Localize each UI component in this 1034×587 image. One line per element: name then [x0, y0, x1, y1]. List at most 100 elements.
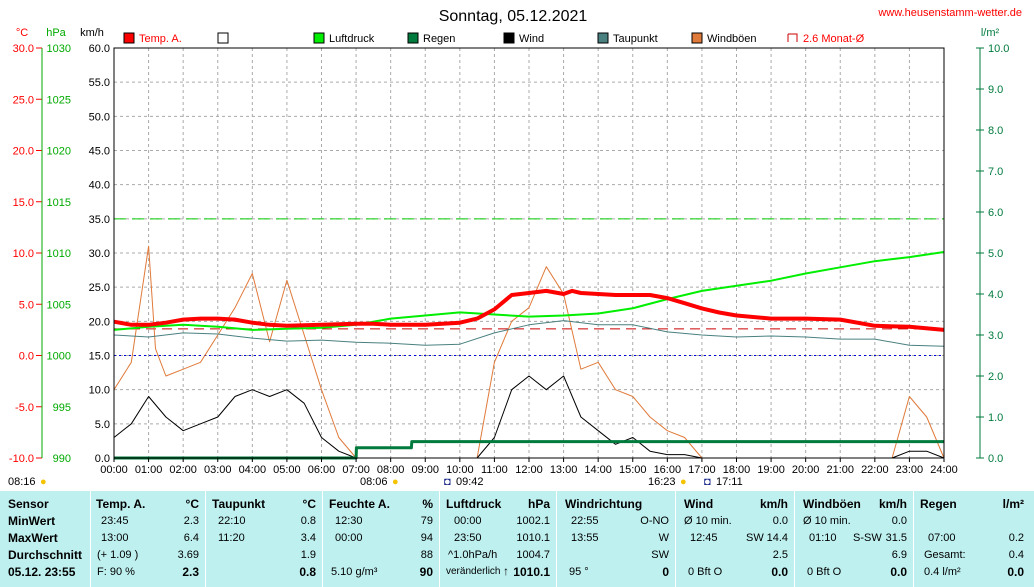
wind-max-dir: SW [746, 532, 764, 544]
moon-time: 09:42 [456, 476, 484, 488]
time-tick-label: 20:00 [792, 464, 820, 475]
gust-avg: 6.9 [891, 549, 907, 561]
wind-min-time: Ø 10 min. [684, 515, 732, 527]
press-header: Luftdruck [446, 497, 502, 511]
legend-label: Wind [519, 33, 544, 45]
time-tick-label: 15:00 [619, 464, 647, 475]
weather-chart: 30.0 25.0 20.0 15.0 10.0 5.0 0.0 -5.0 -10.0 1030 1… [9, 7, 1022, 475]
temp-tick-label: 25.0 [13, 94, 34, 106]
temp-tick-label: -10.0 [9, 453, 34, 465]
hum-unit: % [422, 497, 433, 511]
sunset-icon: ● [680, 476, 687, 488]
time-tick-label: 21:00 [826, 464, 854, 475]
dew-max-time: 11:20 [218, 532, 245, 544]
wind-unit: km/h [759, 497, 788, 511]
wind-tick-label: 10.0 [89, 385, 110, 397]
dew-avg: 1.9 [300, 549, 316, 561]
gust-max: 31.5 [885, 532, 907, 544]
wind-tick-label: 30.0 [89, 248, 110, 260]
press-avg-note: ^1.0hPa/h [448, 549, 498, 561]
hum-foot: 90 [419, 565, 433, 579]
rain-foot: 0.0 [1007, 565, 1024, 579]
time-tick-label: 17:00 [688, 464, 716, 475]
statistics-table: Sensor MinWert MaxWert Durchschnitt 05.1… [0, 491, 1034, 587]
temp-tick-label: -5.0 [15, 402, 34, 414]
hum-max-time: 00:00 [335, 532, 363, 544]
time-tick-label: 19:00 [757, 464, 785, 475]
col-gusts: Windböen km/h Ø 10 min. 0.0 01:10 S-SW 3… [795, 491, 914, 587]
wind-max-time: 12:45 [690, 532, 718, 544]
wind-tick-label: 15.0 [89, 351, 110, 363]
pressure-tick-label: 1025 [47, 94, 71, 106]
gust-header: Windböen [803, 497, 861, 511]
dew-header: Taupunkt [212, 497, 266, 511]
rain-r1: 0.2 [1008, 532, 1024, 544]
rain-r2: 0.4 [1008, 549, 1024, 561]
rain-tick-label: 8.0 [988, 125, 1003, 137]
time-tick-label: 24:00 [930, 464, 958, 475]
rain-r2-label: Gesamt: [924, 549, 966, 561]
time-tick-label: 00:00 [100, 464, 128, 475]
gust-unit: km/h [878, 497, 907, 511]
gust-min: 0.0 [891, 515, 907, 527]
time-tick-label: 06:00 [308, 464, 336, 475]
col-wind: Wind km/h Ø 10 min. 0.0 12:45 SW 14.4 2.… [676, 491, 795, 587]
temp-avg-note: (+ 1.09 ) [97, 549, 139, 561]
dew-min-time: 22:10 [218, 515, 246, 527]
gust-min-time: Ø 10 min. [803, 515, 851, 527]
wind-tick-label: 25.0 [89, 282, 110, 294]
press-max: 1010.1 [516, 532, 550, 544]
dir-foot: 0 [662, 565, 669, 579]
rain-tick-label: 0.0 [988, 453, 1003, 465]
pressure-tick-label: 1020 [47, 146, 71, 158]
temp-min: 2.3 [183, 515, 199, 527]
time-tick-label: 01:00 [135, 464, 163, 475]
legend-label: Temp. A. [139, 33, 182, 45]
unit-temp: °C [16, 27, 28, 39]
moonset-icon: ◘ [704, 476, 711, 488]
dewpoint-line [113, 320, 945, 347]
pressure-tick-label: 1000 [47, 351, 71, 363]
time-tick-label: 11:00 [481, 464, 508, 475]
rain-tick-label: 2.0 [988, 371, 1003, 383]
col-rain: Regen l/m² 07:00 0.2 Gesamt: 0.4 0.4 l/m… [914, 491, 1034, 587]
sensor-min: MinWert [8, 514, 56, 528]
dew-min: 0.8 [300, 515, 316, 527]
temp-foot-note: F: 90 % [97, 566, 135, 578]
dir-min-time: 22:55 [571, 515, 599, 527]
time-tick-label: 18:00 [723, 464, 751, 475]
rain-unit: l/m² [1002, 497, 1024, 511]
unit-press: hPa [46, 27, 66, 39]
wind-tick-label: 60.0 [89, 43, 110, 55]
wind-foot-note: 0 Bft O [688, 566, 723, 578]
rain-tick-label: 6.0 [988, 207, 1003, 219]
dew-max: 3.4 [300, 532, 316, 544]
press-avg: 1004.7 [516, 549, 550, 561]
wind-max: 14.4 [766, 532, 788, 544]
sensor-max: MaxWert [8, 531, 58, 545]
gust-line [113, 245, 945, 459]
temp-min-time: 23:45 [101, 515, 129, 527]
legend-label: Regen [423, 33, 455, 45]
gust-max-time: 01:10 [809, 532, 837, 544]
wind-tick-label: 50.0 [89, 111, 110, 123]
hum-max: 94 [420, 532, 433, 544]
rain-tick-label: 3.0 [988, 330, 1003, 342]
press-max-time: 23:50 [454, 532, 482, 544]
temp-header: Temp. A. [96, 497, 146, 511]
hum-foot-note: 5.10 g/m³ [331, 566, 378, 578]
temp-max: 6.4 [183, 532, 199, 544]
website-link: www.heusenstamm-wetter.de [877, 7, 1022, 19]
rain-header: Regen [920, 497, 957, 511]
time-tick-label: 23:00 [896, 464, 924, 475]
press-foot: 1010.1 [513, 565, 550, 579]
col-wind-direction: Windrichtung 22:55 O-NO 13:55 W SW 95 ° … [557, 491, 676, 587]
dir-foot-note: 95 ° [569, 566, 589, 578]
hum-min: 79 [420, 515, 433, 527]
hum-header: Feuchte A. [329, 497, 390, 511]
wind-tick-label: 0.0 [95, 453, 110, 465]
dir-header: Windrichtung [565, 497, 643, 511]
legend-swatch [123, 32, 135, 44]
rain-tick-label: 1.0 [988, 412, 1003, 424]
wind-tick-label: 20.0 [89, 316, 110, 328]
